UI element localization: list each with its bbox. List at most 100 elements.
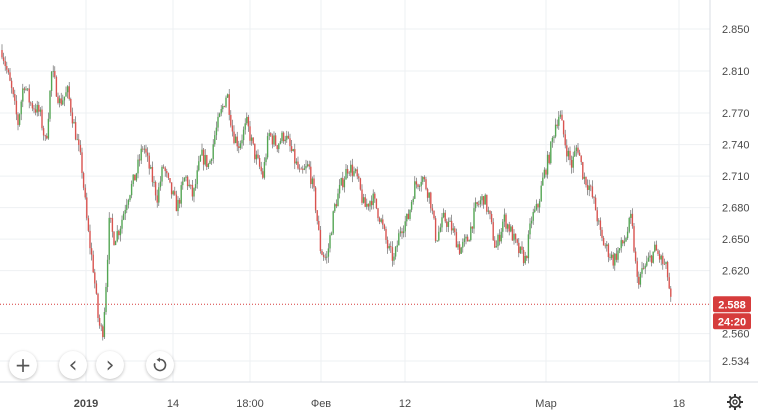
candle-body (462, 241, 464, 248)
candle-body (441, 217, 443, 228)
candle-body (38, 104, 40, 112)
y-tick-label: 2.810 (722, 66, 750, 78)
candle-body (554, 124, 557, 137)
candle-body (169, 178, 171, 183)
candle-body (222, 106, 224, 110)
candle-body (543, 169, 546, 178)
candle-body (174, 191, 176, 195)
candle-body (289, 138, 291, 147)
candle-body (428, 192, 430, 198)
candle-body (81, 152, 83, 174)
candle-body (348, 172, 350, 174)
candle-body (532, 212, 534, 221)
candle-body (268, 133, 270, 137)
candle-body (602, 237, 605, 246)
candle-body (20, 101, 22, 115)
candle-body (486, 194, 488, 212)
candle-body (466, 236, 469, 242)
candle-body (137, 159, 139, 174)
candle-body (186, 176, 189, 187)
candle-body (535, 204, 538, 210)
candle-body (41, 109, 43, 129)
candle-body (230, 114, 232, 126)
candles (1, 44, 672, 341)
candle-body (396, 245, 398, 248)
candle-body (71, 112, 74, 124)
candle-body (324, 256, 326, 258)
candle-body (359, 178, 362, 190)
scroll-right-button[interactable]: › (96, 351, 124, 379)
candle-body (270, 133, 272, 136)
candle-body (50, 71, 53, 91)
candle-body (132, 174, 134, 184)
candle-body (327, 248, 330, 257)
candle-body (609, 257, 611, 258)
candle-body (76, 139, 78, 141)
candle-body (412, 198, 414, 202)
candle-body (518, 242, 520, 254)
candle-body (145, 148, 147, 153)
candle-body (271, 135, 274, 145)
candle-body (306, 164, 309, 167)
candle-body (62, 100, 64, 105)
candle-body (55, 76, 58, 97)
candle-body (210, 158, 213, 161)
x-tick-label: 12 (399, 398, 411, 410)
candle-body (44, 135, 46, 137)
candle-body (454, 228, 456, 233)
candle-body (410, 201, 413, 210)
candle-body (31, 103, 34, 109)
candle-body (562, 120, 565, 135)
candle-body (202, 149, 205, 165)
candle-body (134, 174, 136, 181)
candle-body (404, 221, 406, 232)
candle-body (482, 196, 485, 205)
candle-body (479, 200, 482, 205)
candle-body (476, 202, 478, 205)
candle-body (500, 231, 502, 242)
candle-body (286, 135, 288, 140)
reset-chart-button[interactable] (146, 351, 174, 379)
zoom-in-button[interactable]: + (9, 351, 37, 379)
candle-body (164, 167, 166, 172)
candle-body (551, 137, 554, 142)
x-tick-label: Фев (311, 398, 331, 410)
candle-body (470, 226, 472, 241)
x-tick-label: 18:00 (236, 398, 264, 410)
candle-body (303, 168, 306, 170)
candle-body (420, 181, 422, 187)
candle-body (25, 88, 27, 90)
candle-body (282, 132, 285, 142)
candle-body (356, 169, 358, 177)
candle-body (10, 80, 13, 88)
candle-body (606, 244, 608, 247)
scroll-left-button[interactable]: ‹ (59, 351, 87, 379)
candle-body (252, 137, 254, 144)
candle-body (364, 197, 366, 207)
candle-body (166, 171, 168, 174)
candle-body (126, 204, 128, 210)
candle-body (17, 114, 19, 125)
candle-body (447, 221, 450, 227)
candle-body (185, 176, 187, 178)
candle-body (414, 181, 416, 199)
candle-body (473, 208, 475, 229)
candle-body (158, 187, 160, 203)
candle-body (647, 257, 650, 262)
settings-button[interactable] (724, 391, 746, 413)
candle-body (122, 213, 125, 220)
candle-body (434, 218, 437, 241)
candle-body (558, 116, 560, 126)
candle-body (391, 247, 394, 261)
candle-body (335, 204, 338, 207)
candle-body (201, 149, 203, 156)
candle-body (318, 220, 320, 230)
candle-body (188, 184, 190, 187)
candle-body (660, 255, 662, 260)
candle-body (383, 224, 386, 229)
candle-body (657, 250, 659, 254)
candle-body (198, 161, 200, 171)
candle-body (446, 221, 448, 227)
candle-body (15, 100, 18, 115)
